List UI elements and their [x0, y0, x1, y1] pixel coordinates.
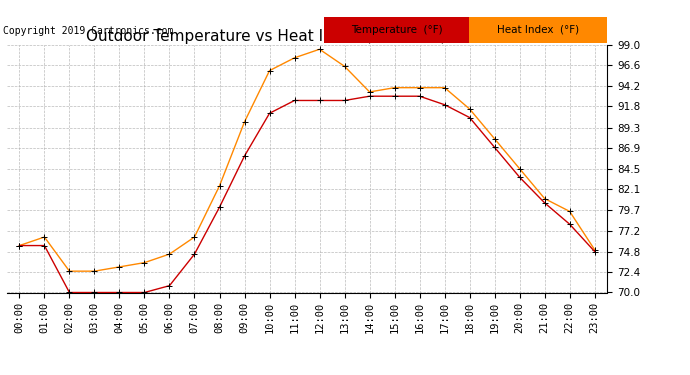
Title: Outdoor Temperature vs Heat Index (24 Hours) 20190710: Outdoor Temperature vs Heat Index (24 Ho… [86, 29, 529, 44]
Text: Temperature  (°F): Temperature (°F) [351, 25, 442, 35]
Text: Heat Index  (°F): Heat Index (°F) [497, 25, 580, 35]
Text: Copyright 2019 Cartronics.com: Copyright 2019 Cartronics.com [3, 26, 174, 36]
